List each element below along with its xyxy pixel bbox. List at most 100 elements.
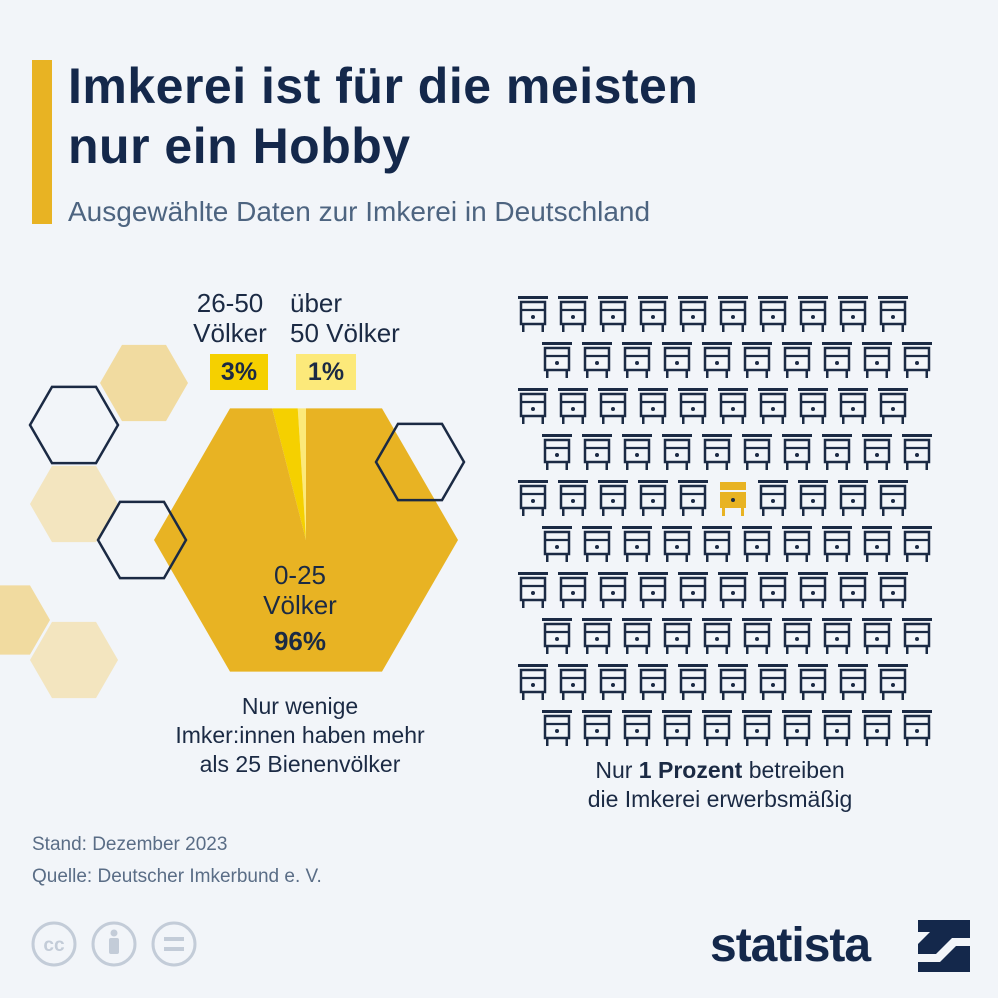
label-large-line2: 50 Völker <box>290 318 400 348</box>
beehive-icon <box>838 480 868 516</box>
beehive-icon <box>518 572 548 608</box>
beehive-icon <box>598 572 628 608</box>
beehive-icon <box>582 434 612 470</box>
title-line-1: Imkerei ist für die meisten <box>68 58 699 114</box>
attribution-icon[interactable] <box>91 921 137 967</box>
beehive-icon <box>798 664 828 700</box>
beehive-icon <box>902 342 932 378</box>
beehive-icon <box>742 434 772 470</box>
beehive-icon <box>742 710 772 746</box>
label-large-line1: über <box>290 288 343 318</box>
beehive-icon <box>878 480 908 516</box>
beehive-icon <box>518 664 548 700</box>
label-small-line1: 0-25 <box>273 560 327 590</box>
beehive-icon <box>838 664 868 700</box>
beehive-icon <box>902 618 932 654</box>
beehive-icon <box>558 388 588 424</box>
beehive-icon <box>862 342 892 378</box>
label-small-line2: Völker <box>263 590 337 620</box>
beehive-icon <box>742 342 772 378</box>
pie-caption: Nur wenige Imker:innen haben mehr als 25… <box>140 692 460 779</box>
beehive-icon <box>742 526 772 562</box>
title-accent-bar <box>32 60 52 224</box>
cc-icon[interactable]: cc <box>31 921 77 967</box>
pie-slice-large <box>289 408 306 540</box>
beehive-icon <box>678 480 708 516</box>
beehive-icon <box>662 618 692 654</box>
beehive-icon <box>902 526 932 562</box>
beehive-icon <box>782 434 812 470</box>
beehive-icon <box>678 388 708 424</box>
beehive-icon <box>758 664 788 700</box>
beehive-icon <box>718 296 748 332</box>
beehive-icon <box>758 296 788 332</box>
beehive-icon <box>702 526 732 562</box>
beehive-icon <box>782 618 812 654</box>
beehive-icon <box>838 388 868 424</box>
label-small-group: 0-25 Völker 96% <box>230 560 370 656</box>
pie-caption-line2: Imker:innen haben mehr <box>175 722 425 748</box>
beehive-icon <box>798 388 828 424</box>
beehive-icon <box>678 296 708 332</box>
pie-slice-medium <box>241 408 306 540</box>
page-subtitle: Ausgewählte Daten zur Imkerei in Deutsch… <box>68 196 651 227</box>
beehive-icon <box>622 434 652 470</box>
footer-source[interactable]: Quelle: Deutscher Imkerbund e. V. <box>32 866 322 887</box>
beehive-icon <box>542 342 572 378</box>
beehive-icon <box>702 618 732 654</box>
beehive-icon <box>662 342 692 378</box>
pie-caption-line1: Nur wenige <box>241 693 359 719</box>
beehive-icon <box>622 342 652 378</box>
beehive-icon <box>782 342 812 378</box>
beehive-icon <box>518 480 548 516</box>
beehive-icon-highlighted <box>720 482 746 516</box>
decorative-hexagon <box>100 344 188 422</box>
beehive-icon <box>798 480 828 516</box>
no-derivatives-icon[interactable] <box>151 921 197 967</box>
label-medium-line1: 26-50 <box>196 288 264 318</box>
decorative-hexagon <box>30 621 118 699</box>
beehive-icon <box>862 434 892 470</box>
beehive-icon <box>822 526 852 562</box>
beehive-icon <box>622 618 652 654</box>
beehive-icon <box>758 480 788 516</box>
caption-bold: 1 Prozent <box>638 757 743 783</box>
footer-stand: Stand: Dezember 2023 <box>32 834 228 855</box>
caption-pre: Nur <box>595 757 639 783</box>
label-medium-group: 26-50 Völker <box>180 288 280 348</box>
beehive-icon <box>582 526 612 562</box>
beehive-icon <box>878 664 908 700</box>
beehive-icon <box>542 618 572 654</box>
beehive-icon <box>862 526 892 562</box>
decorative-hexagon-outline <box>28 385 120 465</box>
beehive-icon <box>862 710 892 746</box>
beehive-icon <box>638 572 668 608</box>
beehive-icon <box>598 480 628 516</box>
decorative-hex-outlines <box>28 385 466 580</box>
beehive-icon <box>878 572 908 608</box>
beehive-icon <box>718 664 748 700</box>
pie-caption-line3: als 25 Bienenvölker <box>199 751 401 777</box>
beehive-icon <box>902 710 932 746</box>
beehive-icon <box>542 710 572 746</box>
statista-brand[interactable]: statista <box>710 918 970 974</box>
caption-post: betreiben <box>742 757 845 783</box>
svg-text:cc: cc <box>43 935 65 956</box>
label-large-group: über 50 Völker <box>290 288 430 348</box>
label-medium-line2: Völker <box>193 318 267 348</box>
beehive-icon <box>638 296 668 332</box>
page-title: Imkerei ist für die meisten nur ein Hobb… <box>68 56 698 176</box>
beehive-icon <box>758 572 788 608</box>
beehive-icon <box>638 480 668 516</box>
brand-name: statista <box>710 919 871 972</box>
beehive-icon <box>798 572 828 608</box>
title-line-2: nur ein Hobby <box>68 118 411 174</box>
beehive-icon <box>582 342 612 378</box>
beehive-icon <box>702 342 732 378</box>
beehive-icon <box>622 526 652 562</box>
beehive-icon <box>878 388 908 424</box>
beehive-icon <box>822 618 852 654</box>
decorative-hexagon <box>0 585 50 655</box>
